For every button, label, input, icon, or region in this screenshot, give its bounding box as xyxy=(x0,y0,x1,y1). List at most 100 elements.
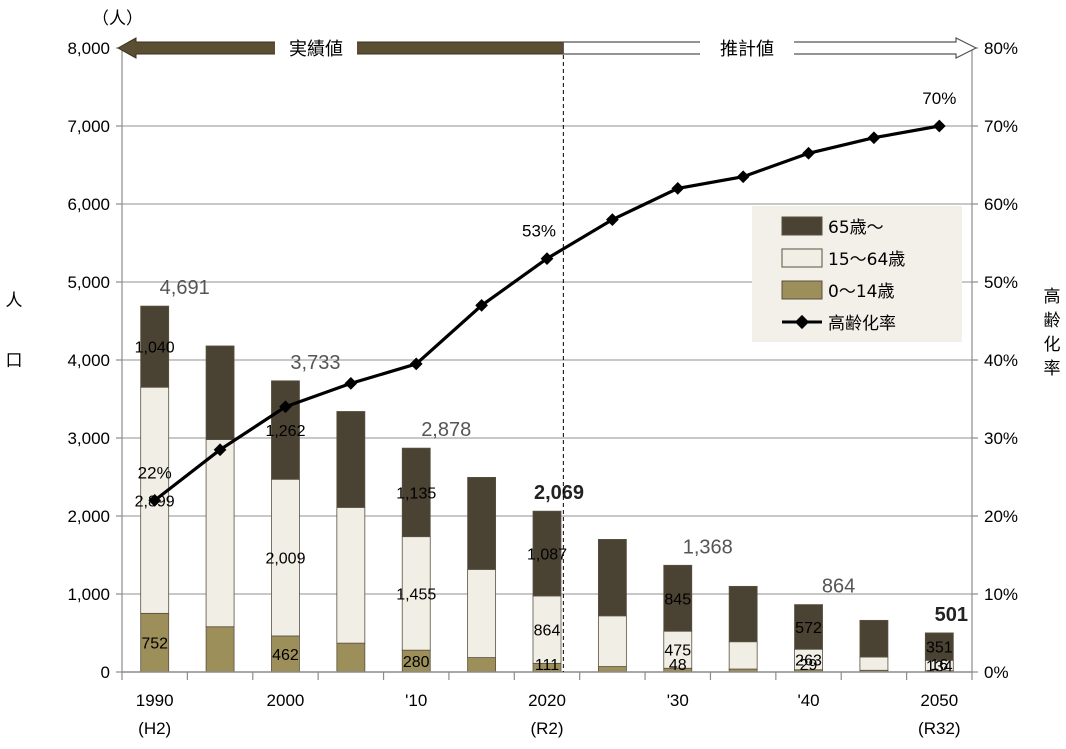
bar-segment xyxy=(728,585,758,643)
bar-segment xyxy=(467,657,497,673)
bar-segment xyxy=(597,615,627,667)
bar-segment xyxy=(336,642,366,673)
segment-value-label: 48 xyxy=(669,657,687,674)
y-tick-label: 4,000 xyxy=(67,351,110,370)
bar-segment xyxy=(271,478,300,637)
segment-value-label: 1,040 xyxy=(135,340,175,357)
y2-tick-label: 50% xyxy=(984,273,1018,292)
right-axis-title-char: 高 xyxy=(1044,287,1061,307)
bar-total-label: 2,878 xyxy=(421,419,471,441)
x-tick-label: 2020 xyxy=(528,691,566,710)
bar-total-label: 4,691 xyxy=(160,277,210,299)
y-tick-label: 1,000 xyxy=(67,585,110,604)
segment-value-label: 1,135 xyxy=(396,485,436,502)
bar-segment xyxy=(205,439,235,628)
bar-segment xyxy=(467,569,497,658)
aging-rate-label: 22% xyxy=(138,463,172,482)
y-tick-label: 7,000 xyxy=(67,117,110,136)
x-tick-sublabel: (R2) xyxy=(530,719,563,738)
x-tick-label: '30 xyxy=(667,691,689,710)
aging-rate-point xyxy=(867,131,881,145)
bar-total-label: 501 xyxy=(935,604,968,626)
projected-band-label-bg xyxy=(700,35,794,61)
y-tick-label: 0 xyxy=(101,663,110,682)
aging-rate-point xyxy=(802,146,815,160)
aging-rate-point xyxy=(279,400,292,414)
segment-value-label: 263 xyxy=(795,652,822,669)
y-tick-label: 6,000 xyxy=(67,195,110,214)
bar-segment xyxy=(140,612,170,673)
bar-segment xyxy=(271,380,300,480)
total-label-group: 4,691 3,733 2,878 2,069 1,368 864 501 xyxy=(160,277,968,626)
bar-segment xyxy=(401,447,431,538)
period-bands: 実績値 推計値 xyxy=(116,35,978,672)
x-tick-sublabel: (H2) xyxy=(138,719,171,738)
bar-total-label: 1,368 xyxy=(683,536,733,558)
aging-rate-label: 53% xyxy=(522,222,556,241)
legend-label: 0〜14歳 xyxy=(828,282,894,302)
y-tick-label: 3,000 xyxy=(67,429,110,448)
bar-segment xyxy=(794,604,823,650)
axes: 0 1,000 2,000 3,000 4,000 5,000 6,000 7,000 8,00… xyxy=(6,9,1061,738)
segment-value-label: 351 xyxy=(926,640,953,657)
y2-tick-label: 0% xyxy=(984,663,1009,682)
legend-label: 15〜64歳 xyxy=(828,250,905,270)
legend-label: 高齢化率 xyxy=(828,314,896,334)
segment-value-label: 845 xyxy=(664,591,691,608)
x-tick-label: 2000 xyxy=(267,691,305,710)
legend-label: 65歳〜 xyxy=(828,218,884,238)
segment-value-label: 572 xyxy=(795,620,822,637)
left-axis-unit: （人） xyxy=(92,9,143,29)
bar-total-label: 2,069 xyxy=(534,482,584,504)
aging-rate-point xyxy=(344,377,358,390)
segment-value-label: 1,262 xyxy=(265,423,305,440)
aging-rate-point xyxy=(148,494,162,507)
x-tick-label: 2050 xyxy=(920,691,958,710)
bar-total-label: 3,733 xyxy=(290,352,340,374)
bar-segment xyxy=(336,411,366,508)
left-axis-title-char: 口 xyxy=(6,351,23,371)
bar-segment xyxy=(597,539,627,617)
aging-rate-point xyxy=(932,119,946,133)
left-axis-title-char: 人 xyxy=(6,291,23,311)
segment-value-label: 280 xyxy=(403,654,430,671)
x-tick-label: '10 xyxy=(405,691,427,710)
segment-label-group: 7522,8991,0404622,0091,2622801,4551,1351… xyxy=(135,340,953,676)
bar-segment xyxy=(205,345,235,440)
aging-rate-point xyxy=(213,443,227,457)
y2-tick-label: 60% xyxy=(984,195,1018,214)
bar-segment xyxy=(140,305,170,388)
right-axis-title-char: 齢 xyxy=(1044,311,1061,331)
bar-segment xyxy=(597,666,627,673)
bar-segment xyxy=(859,619,889,658)
segment-value-label: 29 xyxy=(800,657,818,674)
bar-segment xyxy=(467,476,497,570)
segment-value-label: 475 xyxy=(664,643,691,660)
bar-segment xyxy=(532,510,562,597)
bar-segment xyxy=(336,507,366,644)
aging-rate-point xyxy=(671,182,685,195)
legend-swatch xyxy=(781,248,823,268)
actual-band-label-bg xyxy=(275,35,357,61)
y2-tick-label: 30% xyxy=(984,429,1018,448)
right-axis-title-char: 化 xyxy=(1044,335,1061,355)
grid-lines xyxy=(122,47,972,595)
segment-value-label: 16 xyxy=(930,657,948,674)
legend-swatch xyxy=(781,216,823,236)
bar-total-label: 864 xyxy=(822,576,855,598)
bar-segment xyxy=(859,656,889,671)
segment-value-label: 1,087 xyxy=(527,547,567,564)
segment-value-label: 111 xyxy=(535,657,559,674)
y2-tick-label: 80% xyxy=(984,39,1018,58)
bar-segment xyxy=(728,641,758,670)
y-tick-label: 5,000 xyxy=(67,273,110,292)
x-tick-label: 1990 xyxy=(136,691,174,710)
bar-segment xyxy=(401,536,431,651)
aging-rate-point xyxy=(409,357,423,371)
x-tick-sublabel: (R32) xyxy=(918,719,961,738)
right-axis-title-char: 率 xyxy=(1044,359,1061,379)
legend-marker xyxy=(794,314,810,330)
aging-rate-point xyxy=(475,299,488,312)
